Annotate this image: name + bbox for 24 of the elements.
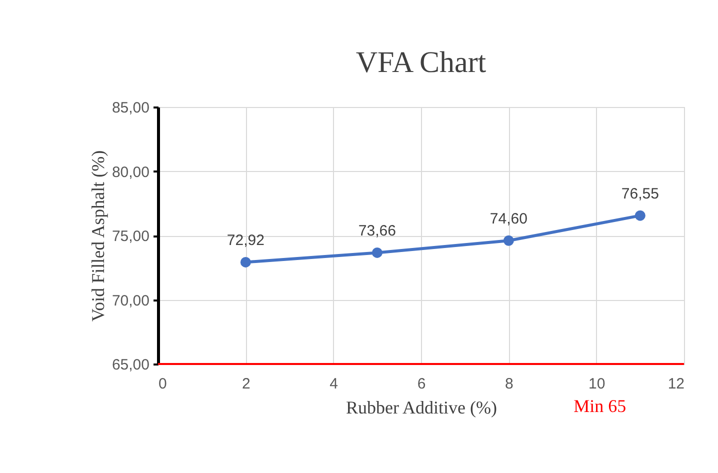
y-tick-label: 70,00 bbox=[112, 292, 150, 310]
x-tick-label: 6 bbox=[417, 376, 426, 392]
y-tick-label: 85,00 bbox=[112, 100, 150, 116]
x-axis-title: Rubber Additive (%) bbox=[346, 398, 497, 418]
y-tick-label: 75,00 bbox=[112, 228, 150, 245]
data-label: 72,92 bbox=[226, 232, 264, 250]
point bbox=[372, 247, 382, 258]
chart-title: VFA Chart bbox=[356, 46, 487, 79]
point bbox=[503, 235, 514, 246]
y-tick-label: 80,00 bbox=[112, 164, 150, 181]
x-tick-label: 8 bbox=[504, 376, 514, 392]
data-label: 76,55 bbox=[621, 186, 659, 203]
y-tick-label: 65,00 bbox=[112, 356, 150, 374]
data-label: 74,60 bbox=[490, 210, 528, 228]
point bbox=[634, 210, 646, 221]
x-tick-label: 2 bbox=[242, 376, 250, 392]
point bbox=[240, 256, 251, 268]
x-tick-label: 0 bbox=[158, 376, 167, 392]
x-tick-label: 10 bbox=[588, 376, 606, 392]
x-tick-label: 4 bbox=[330, 376, 338, 392]
y-axis-title: Void Filled Asphalt (%) bbox=[88, 150, 108, 322]
data-label: 73,66 bbox=[358, 222, 396, 240]
ref-line-label: Min 65 bbox=[574, 396, 626, 416]
x-tick-label: 12 bbox=[668, 376, 684, 392]
